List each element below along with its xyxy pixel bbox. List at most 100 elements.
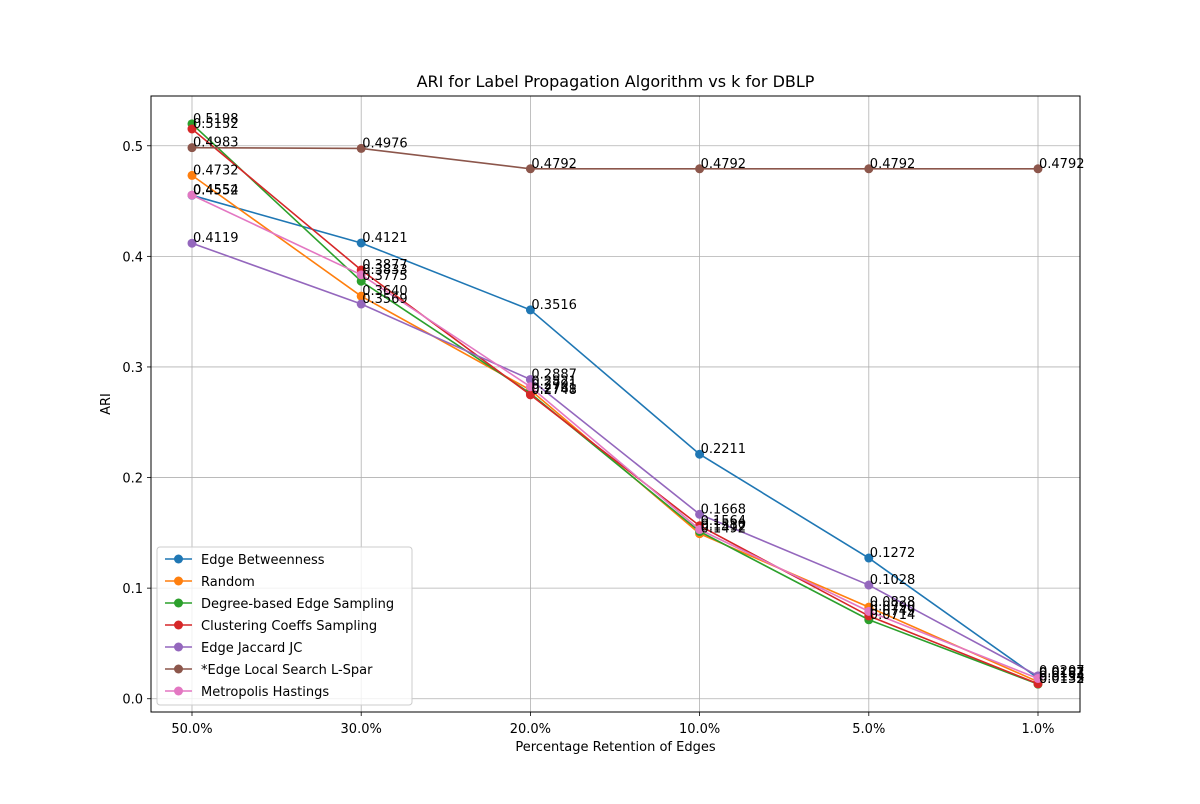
- y-tick-label: 0.0: [122, 693, 143, 708]
- legend-label: Degree-based Edge Sampling: [201, 597, 394, 612]
- data-label: 0.0714: [870, 608, 916, 623]
- data-label: 0.2748: [531, 383, 577, 398]
- legend-label: *Edge Local Search L-Spar: [201, 663, 373, 678]
- data-label: 0.2887: [531, 367, 577, 382]
- legend-label: Edge Betweenness: [201, 553, 325, 568]
- data-point: [525, 305, 535, 315]
- data-point: [525, 164, 535, 174]
- series-line: [191, 146, 1038, 170]
- legend-label: Edge Jaccard JC: [201, 641, 302, 656]
- data-label: 0.4792: [870, 157, 916, 172]
- plot-frame: [150, 95, 1081, 713]
- data-label: 0.5152: [193, 117, 239, 132]
- legend-marker: [174, 642, 183, 652]
- y-tick-label: 0.3: [122, 361, 143, 376]
- data-point: [1033, 164, 1043, 174]
- legend-marker: [174, 620, 183, 630]
- data-label: 0.0828: [870, 595, 916, 610]
- data-label: 0.4792: [531, 157, 577, 172]
- data-label: 0.4976: [362, 136, 408, 151]
- legend-label: Metropolis Hastings: [201, 685, 329, 700]
- data-point: [356, 291, 366, 301]
- data-label: 0.1668: [701, 502, 747, 517]
- data-point: [187, 170, 197, 180]
- legend-marker: [174, 686, 183, 696]
- data-label: 0.4732: [193, 163, 239, 178]
- x-tick-label: 50.0%: [171, 722, 212, 737]
- data-point: [356, 143, 366, 153]
- x-tick-label: 20.0%: [510, 722, 551, 737]
- data-label: 0.0132: [1039, 672, 1085, 687]
- legend: Edge Betweenness Random Degree-based Edge …: [156, 546, 413, 706]
- data-label: 0.0154: [1039, 670, 1085, 685]
- data-label: 0.3569: [362, 292, 408, 307]
- legend-label: Random: [201, 575, 255, 590]
- data-point: [695, 509, 705, 519]
- series-line: [191, 123, 1039, 685]
- legend-marker: [174, 598, 183, 608]
- data-label: 0.1272: [870, 546, 916, 561]
- data-point: [864, 580, 874, 590]
- data-point: [1033, 673, 1043, 683]
- data-label: 0.3640: [362, 284, 408, 299]
- legend-label: Clustering Coeffs Sampling: [201, 619, 377, 634]
- data-label: 0.2821: [531, 375, 577, 390]
- y-tick-label: 0.5: [122, 140, 143, 155]
- data-point: [695, 164, 705, 174]
- legend-marker: [174, 576, 183, 586]
- series-group: [187, 119, 1043, 689]
- data-point: [187, 238, 197, 248]
- y-axis-label: ARI: [99, 393, 114, 415]
- data-point: [356, 238, 366, 248]
- data-label: 0.0187: [1039, 666, 1085, 681]
- data-label: 0.2211: [701, 442, 747, 457]
- x-tick-label: 5.0%: [852, 722, 885, 737]
- data-label: 0.1512: [701, 520, 747, 535]
- data-label: 0.4983: [193, 136, 239, 151]
- chart-title: ARI for Label Propagation Algorithm vs k…: [417, 72, 815, 91]
- data-point: [525, 382, 535, 392]
- data-point: [864, 606, 874, 616]
- legend-marker: [174, 664, 183, 674]
- series-line: [191, 194, 1039, 679]
- data-label: 0.1028: [870, 573, 916, 588]
- y-tick-label: 0.2: [122, 472, 143, 487]
- data-point: [864, 553, 874, 563]
- data-point: [356, 270, 366, 280]
- x-axis-label: Percentage Retention of Edges: [515, 740, 715, 755]
- data-point: [695, 449, 705, 459]
- x-tick-label: 10.0%: [679, 722, 720, 737]
- legend-box: [156, 546, 413, 706]
- data-label: 0.2791: [531, 378, 577, 393]
- data-label: 0.3516: [531, 298, 577, 313]
- data-point: [356, 299, 366, 309]
- series-line: [191, 128, 1039, 685]
- series-line: [191, 242, 1039, 677]
- data-label: 0.1530: [701, 518, 747, 533]
- data-label: 0.4792: [1039, 157, 1085, 172]
- data-point: [187, 124, 197, 134]
- data-label: 0.2761: [531, 381, 577, 396]
- data-labels-group: 0.4552 0.4121 0.3516 0.2211 0.1272 0.0187 0.47…: [193, 112, 1085, 687]
- data-label: 0.3833: [362, 263, 408, 278]
- data-label: 0.4792: [701, 157, 747, 172]
- data-label: 0.4554: [193, 183, 239, 198]
- data-label: 0.0749: [870, 604, 916, 619]
- data-point: [695, 525, 705, 535]
- y-tick-label: 0.1: [122, 582, 143, 597]
- data-point: [356, 276, 366, 286]
- data-point: [525, 390, 535, 400]
- data-label: 0.3877: [362, 258, 408, 273]
- data-point: [187, 143, 197, 153]
- data-label: 0.1564: [701, 514, 747, 529]
- y-tick-label: 0.4: [122, 250, 143, 265]
- data-label: 0.4121: [362, 231, 408, 246]
- data-label: 0.0207: [1039, 664, 1085, 679]
- data-point: [864, 164, 874, 174]
- data-label: 0.3775: [362, 269, 408, 284]
- data-label: 0.1492: [701, 522, 747, 537]
- data-label: 0.0183: [1039, 666, 1085, 681]
- data-label: 0.4119: [193, 231, 239, 246]
- x-tick-label: 1.0%: [1021, 722, 1054, 737]
